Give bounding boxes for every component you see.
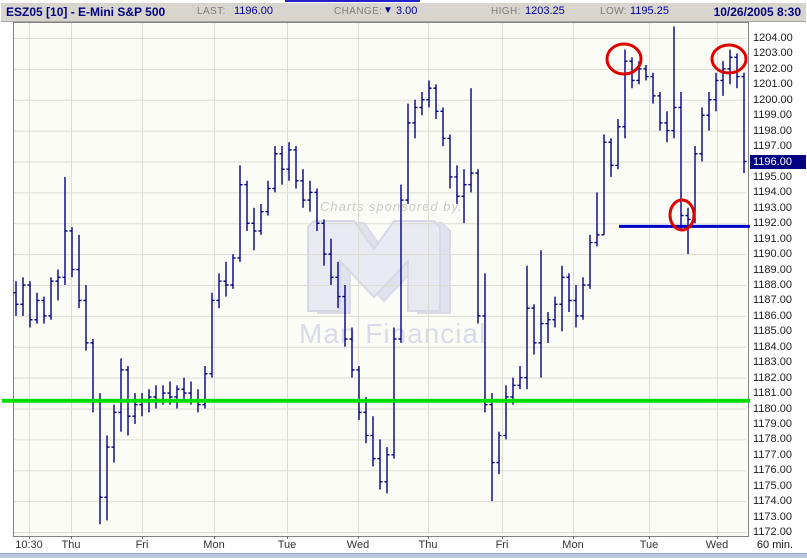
interval-label: 60 min. [756, 539, 793, 551]
price-tick-label: 1174.00 [753, 495, 792, 508]
change-label: CHANGE: [334, 6, 383, 17]
watermark-brand-text: Man Financial [299, 318, 487, 349]
price-tick-label: 1176.00 [753, 464, 792, 477]
price-tick-label: 1189.00 [753, 263, 792, 276]
time-tick-label: Mon [203, 539, 225, 551]
high-label: HIGH: [491, 6, 521, 17]
man-financial-logo-icon [307, 220, 451, 314]
current-price-badge: 1196.00 [750, 154, 806, 169]
time-tick-label: Thu [61, 539, 81, 551]
price-tick-label: 1186.00 [753, 309, 792, 322]
change-down-arrow-icon: ▼ [383, 5, 393, 16]
price-tick-label: 1198.00 [753, 124, 792, 137]
high-value: 1203.25 [525, 5, 565, 17]
price-tick-label: 1194.00 [753, 186, 792, 199]
price-tick-label: 1181.00 [753, 387, 792, 400]
time-tick-label: Fri [135, 539, 149, 551]
low-label: LOW: [600, 6, 627, 17]
price-tick-label: 1184.00 [753, 340, 792, 353]
price-tick-label: 1201.00 [753, 78, 793, 91]
price-tick-label: 1175.00 [753, 479, 792, 492]
price-tick-label: 1177.00 [753, 448, 792, 461]
watermark-sponsor-text: Charts sponsored by. [320, 199, 463, 214]
day-tick-marks [29, 536, 718, 539]
price-tick-label: 1204.00 [753, 32, 793, 44]
symbol-title: ESZ05 [10] - E-Mini S&P 500 [6, 5, 166, 19]
low-value: 1195.25 [630, 5, 669, 17]
time-tick-label: Wed [346, 539, 370, 551]
gridlines [14, 23, 746, 534]
price-bars [13, 26, 747, 525]
price-tick-label: 1178.00 [753, 433, 792, 446]
price-tick-label: 1173.00 [753, 510, 792, 523]
price-tick-label: 1180.00 [753, 402, 792, 415]
price-tick-label: 1172.00 [753, 526, 792, 538]
price-tick-label: 1183.00 [753, 356, 792, 369]
red-circle-annotations[interactable] [605, 42, 748, 232]
window-bottom-edge [0, 553, 807, 558]
time-tick-label: Mon [562, 539, 584, 551]
price-tick-label: 1188.00 [753, 279, 792, 291]
change-value: 3.00 [396, 5, 418, 17]
time-tick-label: Tue [277, 539, 297, 551]
time-axis: 60 min. 10:30 Thu Fri Mon Tue Wed Thu Fri Mon Tue… [0, 536, 807, 552]
price-tick-label: 1182.00 [753, 371, 792, 384]
last-value: 1196.00 [234, 5, 273, 17]
time-tick-label: 10:30 [15, 539, 43, 551]
price-tick-label: 1200.00 [753, 93, 793, 106]
datetime: 10/26/2005 8:30 [713, 5, 801, 19]
quote-header: ESZ05 [10] - E-Mini S&P 500 LAST: 1196.0… [1, 2, 806, 22]
price-tick-label: 1190.00 [753, 248, 792, 261]
price-tick-label: 1191.00 [753, 232, 792, 245]
time-tick-label: Tue [639, 539, 659, 551]
price-tick-label: 1193.00 [753, 201, 792, 214]
time-tick-label: Thu [418, 539, 438, 551]
price-tick-label: 1192.00 [753, 217, 792, 230]
price-tick-label: 1199.00 [753, 109, 792, 122]
time-tick-label: Fri [495, 539, 509, 551]
price-tick-label: 1203.00 [753, 47, 793, 60]
last-label: LAST: [197, 6, 226, 17]
price-tick-label: 1187.00 [753, 294, 792, 307]
time-tick-label: Wed [705, 539, 729, 551]
price-tick-label: 1197.00 [753, 140, 792, 153]
price-tick-label: 1195.00 [753, 170, 792, 183]
price-tick-label: 1185.00 [753, 325, 792, 338]
price-tick-label: 1179.00 [753, 417, 792, 430]
header-link-underline[interactable] [285, 0, 420, 2]
price-tick-label: 1202.00 [753, 62, 793, 75]
